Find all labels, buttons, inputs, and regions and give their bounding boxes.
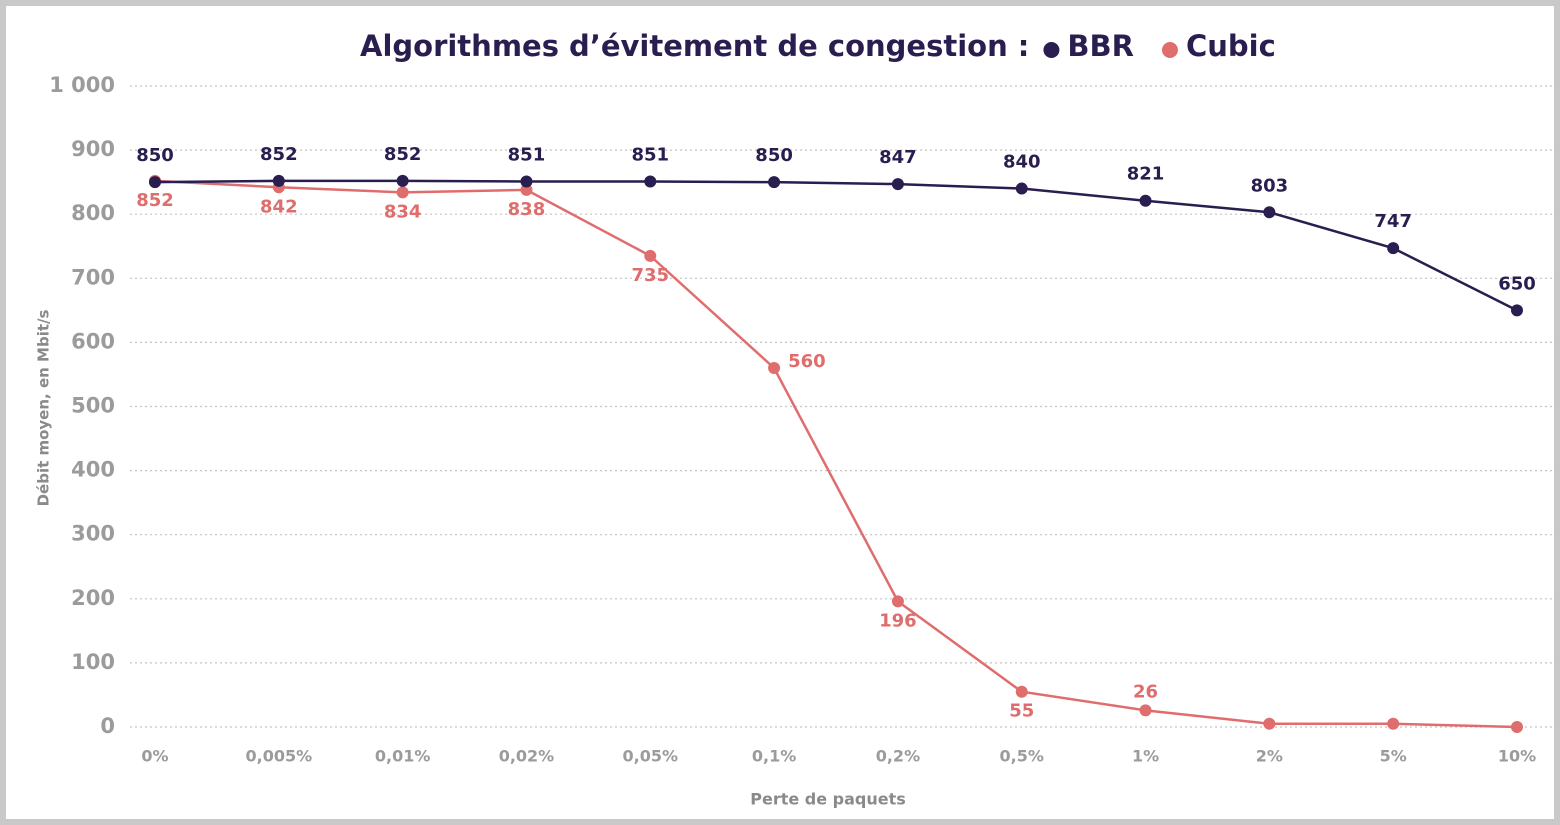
data-point xyxy=(396,174,409,187)
data-label: 834 xyxy=(384,201,422,222)
data-point xyxy=(768,362,781,375)
data-point xyxy=(149,176,161,189)
data-label: 196 xyxy=(879,610,917,631)
data-label: 838 xyxy=(508,199,546,220)
data-label: 851 xyxy=(631,145,669,166)
data-label: 842 xyxy=(260,196,298,217)
data-point xyxy=(1263,206,1276,219)
y-tick-label: 700 xyxy=(71,265,115,289)
series-line xyxy=(154,179,1518,312)
data-point xyxy=(272,174,285,187)
data-label: 821 xyxy=(1127,164,1165,185)
y-tick-label: 600 xyxy=(71,329,115,353)
data-label: 55 xyxy=(1009,701,1034,722)
x-tick-label: 5% xyxy=(1380,747,1407,766)
data-point xyxy=(520,183,533,196)
x-tick-label: 0,5% xyxy=(1000,747,1044,766)
data-point xyxy=(1511,304,1523,317)
y-tick-label: 0 xyxy=(100,714,115,738)
x-tick-label: 0% xyxy=(141,747,168,766)
y-axis-label: Débit moyen, en Mbit/s xyxy=(35,310,53,507)
data-point xyxy=(1511,721,1523,733)
data-point xyxy=(644,175,657,188)
data-label: 650 xyxy=(1498,273,1536,294)
x-tick-label: 2% xyxy=(1256,747,1283,766)
x-tick-label: 0,01% xyxy=(375,747,431,766)
data-label: 840 xyxy=(1003,152,1041,173)
data-label: 747 xyxy=(1374,211,1412,232)
y-tick-label: 300 xyxy=(71,522,115,546)
x-tick-label: 1% xyxy=(1132,747,1159,766)
data-point xyxy=(1139,704,1152,717)
data-point xyxy=(891,178,904,191)
data-label: 850 xyxy=(755,145,793,166)
data-point xyxy=(1015,182,1028,195)
x-tick-label: 0,2% xyxy=(876,747,920,766)
x-tick-label: 0,02% xyxy=(499,747,555,766)
data-point xyxy=(520,175,533,188)
data-point xyxy=(1263,717,1276,730)
legend-marker xyxy=(1043,42,1060,58)
y-tick-label: 500 xyxy=(71,394,115,418)
series-line xyxy=(154,179,1518,729)
data-label: 735 xyxy=(631,265,669,286)
data-label: 852 xyxy=(260,144,298,165)
x-tick-label: 10% xyxy=(1498,747,1536,766)
data-point xyxy=(768,176,781,189)
x-tick-label: 0,1% xyxy=(752,747,796,766)
y-tick-label: 1 000 xyxy=(49,73,115,97)
data-point xyxy=(891,595,904,608)
data-point xyxy=(1139,194,1152,207)
chart-title: Algorithmes d’évitement de congestion : xyxy=(360,29,1029,63)
x-tick-label: 0,05% xyxy=(623,747,679,766)
data-point xyxy=(1387,717,1400,730)
data-label: 852 xyxy=(136,190,174,211)
legend-label: BBR xyxy=(1067,29,1134,63)
data-label: 852 xyxy=(384,144,422,165)
data-point xyxy=(644,249,657,262)
x-tick-label: 0,005% xyxy=(245,747,312,766)
y-tick-label: 900 xyxy=(71,137,115,161)
data-label: 850 xyxy=(136,145,174,166)
y-tick-label: 400 xyxy=(71,458,115,482)
data-label: 560 xyxy=(788,351,826,372)
data-label: 851 xyxy=(508,145,546,166)
data-point xyxy=(396,186,409,199)
data-label: 26 xyxy=(1133,681,1158,702)
x-axis-label: Perte de paquets xyxy=(750,790,906,809)
data-label: 803 xyxy=(1251,175,1289,196)
data-point xyxy=(1387,242,1400,255)
y-tick-label: 200 xyxy=(71,586,115,610)
y-tick-label: 100 xyxy=(71,650,115,674)
y-tick-label: 800 xyxy=(71,201,115,225)
legend-label: Cubic xyxy=(1186,29,1276,63)
data-point xyxy=(1015,685,1028,698)
legend-marker xyxy=(1161,42,1178,58)
data-label: 847 xyxy=(879,147,917,168)
